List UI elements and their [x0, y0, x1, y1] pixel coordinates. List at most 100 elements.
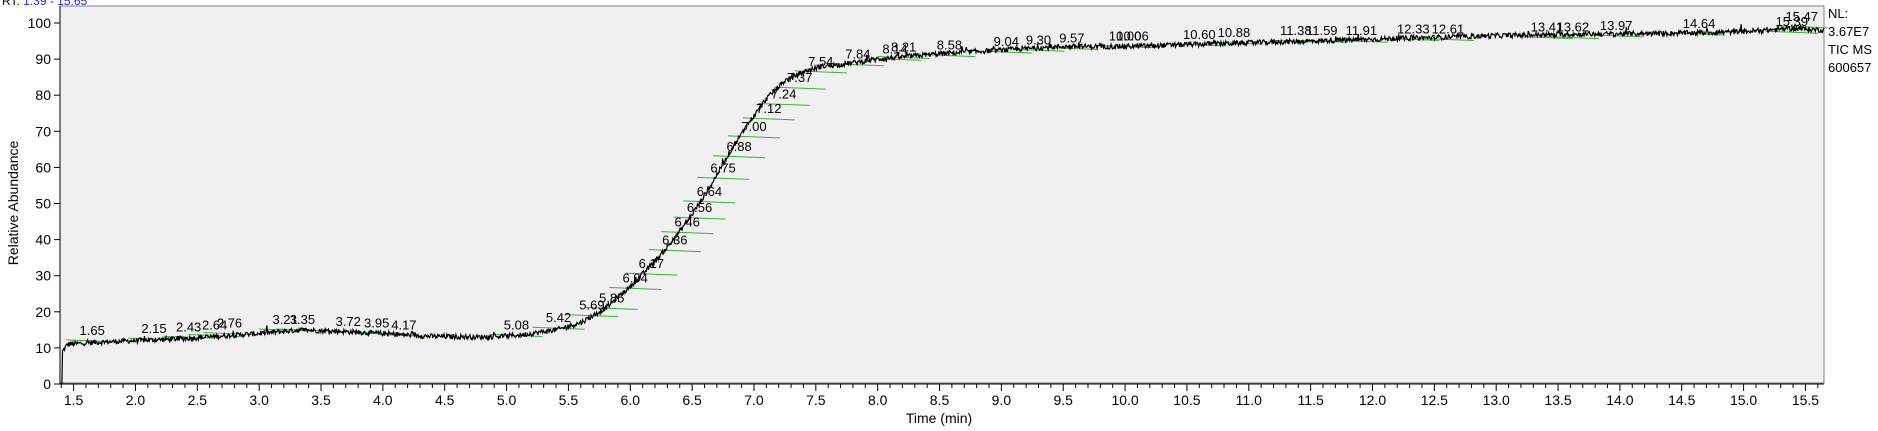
- peak-label: 3.72: [336, 314, 361, 329]
- rt-range-header: RT: 1.39 - 15.65: [2, 0, 87, 8]
- plot-area: [59, 5, 1825, 384]
- x-tick-label: 5.5: [559, 392, 579, 408]
- peak-label: 5.69: [579, 298, 604, 313]
- tic-trace-line: [60, 24, 1825, 385]
- x-tick-label: 2.5: [188, 392, 208, 408]
- y-tick-label: 20: [35, 304, 51, 320]
- peak-baseline: [203, 332, 256, 336]
- peak-label: 6.36: [662, 233, 687, 248]
- peak-label: 11.91: [1346, 23, 1378, 38]
- peak-label: 8.14: [882, 41, 907, 56]
- y-tick-label: 70: [35, 123, 51, 139]
- x-axis-label: Time (min): [905, 410, 973, 426]
- x-tick-label: 1.5: [64, 392, 84, 408]
- peak-label: 7.12: [756, 101, 781, 116]
- y-tick-label: 30: [35, 268, 51, 284]
- peak-labels: 1.65 2.15 2.43 2.642.76 3.213.35 3.72 3.95 4.17…: [80, 9, 1819, 338]
- y-tick-label: 40: [35, 232, 51, 248]
- peak-label: 6.17: [639, 256, 664, 271]
- peak-baseline: [831, 63, 884, 67]
- y-tick-label: 60: [35, 159, 51, 175]
- x-tick-label: 7.0: [744, 392, 764, 408]
- peak-baseline: [868, 57, 922, 61]
- peak-label: 14.64: [1683, 16, 1716, 31]
- peak-label: 5.08: [504, 317, 529, 332]
- peak-baseline: [625, 272, 678, 276]
- peak-label: 4.17: [391, 317, 416, 332]
- peak-label: 6.04: [623, 271, 648, 286]
- peak-label: 10.06: [1116, 29, 1149, 44]
- x-tick-label: 6.0: [621, 392, 641, 408]
- peak-label: 7.37: [787, 70, 812, 85]
- peak-label: 6.46: [675, 215, 700, 230]
- peak-baseline: [877, 55, 930, 59]
- x-ticks: 1.5 2.0 2.5 3.0 3.5 4.0 4.5 5.0 5.5 6.0 6.5 7.0 7.5 8…: [60, 384, 1819, 408]
- peak-label: 13.62: [1557, 20, 1590, 35]
- y-tick-label: 0: [43, 376, 51, 392]
- peak-label: 3.35: [290, 312, 315, 327]
- peak-label: 11.38: [1280, 23, 1312, 38]
- normalization-info: NL: 3.67E7 TIC MS 600657: [1828, 5, 1872, 77]
- peak-label: 6.64: [697, 184, 722, 199]
- x-tick-label: 7.5: [806, 392, 826, 408]
- peak-label: 15.47: [1785, 9, 1818, 24]
- trace-type: TIC MS: [1828, 42, 1873, 57]
- peak-baseline: [673, 216, 726, 220]
- peak-baseline: [713, 155, 766, 159]
- peak-label: 2.76: [217, 316, 242, 331]
- peak-baseline: [923, 54, 976, 58]
- y-tick-label: 10: [35, 340, 51, 356]
- peak-label: 12.61: [1432, 21, 1465, 36]
- peak-baseline: [697, 176, 750, 180]
- peak-label: 7.84: [845, 47, 870, 62]
- x-tick-label: 8.0: [868, 392, 888, 408]
- peak-baseline: [609, 287, 662, 291]
- peak-label: 5.85: [599, 290, 624, 305]
- peak-baseline: [757, 102, 810, 106]
- peak-baseline: [727, 135, 780, 139]
- x-tick-label: 15.5: [1792, 392, 1819, 408]
- peak-label: 5.42: [546, 310, 571, 325]
- x-tick-label: 8.5: [930, 392, 950, 408]
- peak-label: 9.04: [994, 34, 1019, 49]
- peak-label: 2.43: [176, 319, 201, 334]
- x-tick-label: 3.0: [249, 392, 269, 408]
- peak-baseline: [1775, 25, 1828, 29]
- peak-label: 10.88: [1218, 25, 1251, 40]
- rt-range-value: 1.39 - 15.65: [23, 0, 88, 8]
- x-tick-label: 3.5: [311, 392, 331, 408]
- peak-label: 13.41: [1531, 20, 1564, 35]
- y-tick-label: 50: [35, 196, 51, 212]
- y-tick-label: 80: [35, 87, 51, 103]
- peak-label: 2.64: [202, 317, 227, 332]
- peak-label: 2.15: [141, 321, 166, 336]
- y-axis-label: Relative Abundance: [5, 140, 21, 266]
- x-tick-label: 4.0: [373, 392, 393, 408]
- peak-label: 8.21: [891, 39, 916, 54]
- peak-label: 10.60: [1183, 27, 1216, 42]
- y-ticks: 0 10 20 30 40 50 60 70 80 90 100: [28, 15, 60, 392]
- peak-label: 3.21: [272, 312, 297, 327]
- peak-baseline: [565, 314, 618, 318]
- peak-label: 13.97: [1600, 18, 1633, 33]
- x-tick-label: 13.0: [1483, 392, 1510, 408]
- peak-label: 15.39: [1776, 14, 1809, 29]
- peak-label: 7.00: [741, 119, 766, 134]
- peak-label: 6.56: [687, 200, 712, 215]
- x-tick-label: 2.0: [126, 392, 146, 408]
- x-tick-label: 9.5: [1053, 392, 1073, 408]
- x-tick-label: 10.5: [1173, 392, 1200, 408]
- x-tick-label: 14.0: [1606, 392, 1633, 408]
- x-tick-label: 6.5: [682, 392, 702, 408]
- x-tick-label: 5.0: [497, 392, 517, 408]
- peak-baseline: [683, 200, 736, 204]
- x-tick-label: 11.5: [1298, 392, 1324, 408]
- x-tick-label: 14.5: [1668, 392, 1695, 408]
- peak-baseline: [532, 326, 585, 330]
- peak-label: 12.33: [1397, 21, 1430, 36]
- peak-label: 9.30: [1026, 32, 1051, 47]
- rt-prefix: RT:: [2, 0, 20, 8]
- x-tick-label: 12.0: [1359, 392, 1386, 408]
- file-id: 600657: [1828, 60, 1872, 75]
